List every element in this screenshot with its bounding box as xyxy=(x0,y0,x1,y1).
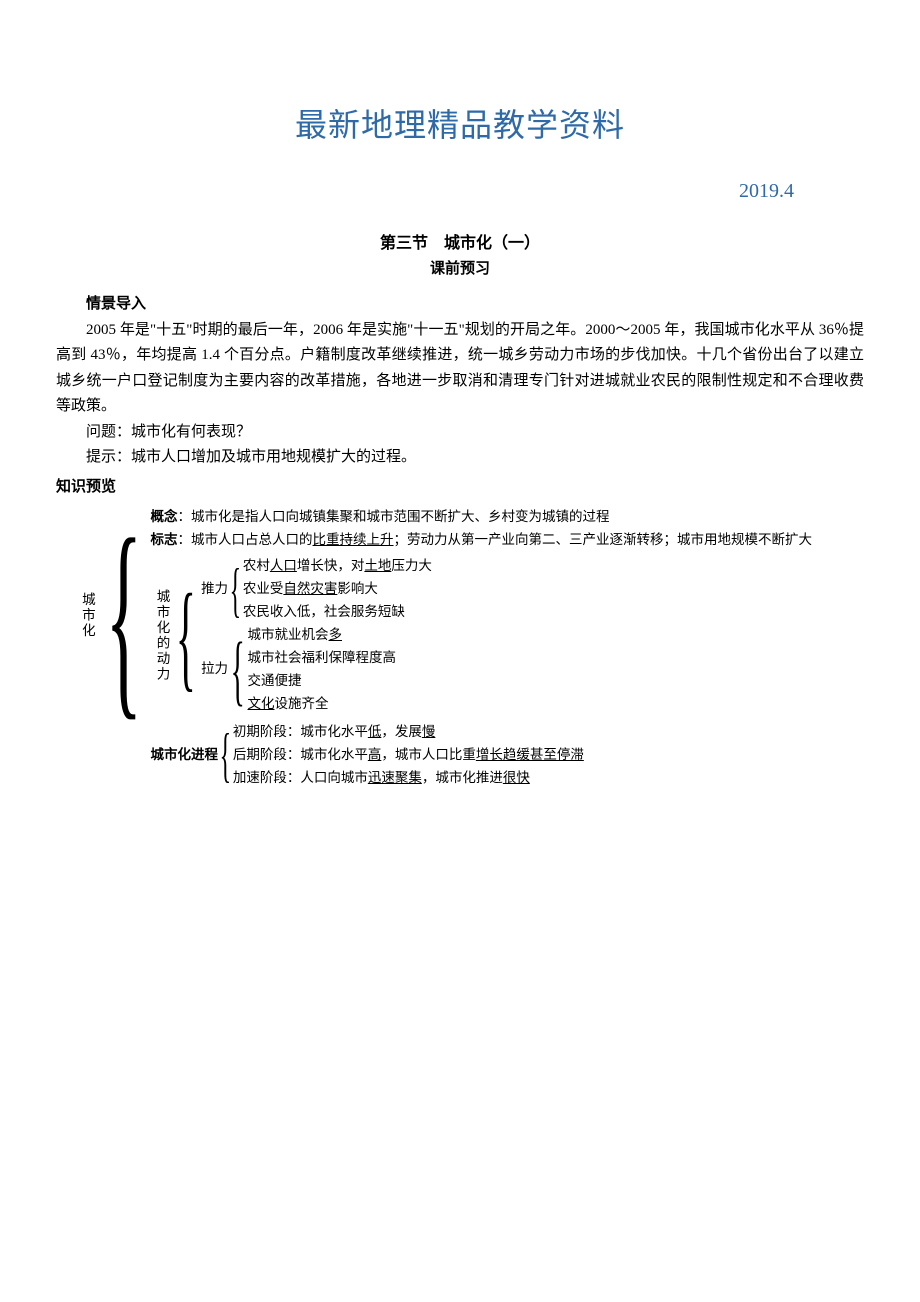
hint-line: 提示：城市人口增加及城市用地规模扩大的过程。 xyxy=(56,445,864,471)
mark-label: 标志 xyxy=(151,532,178,547)
push-item-3: 农民收入低，社会服务短缺 xyxy=(243,602,432,623)
process-item-3: 加速阶段：人口向城市迅速聚集，城市化推进很快 xyxy=(233,768,584,789)
preview-label: 知识预览 xyxy=(56,475,864,496)
process-item-1: 初期阶段：城市化水平低，发展慢 xyxy=(233,722,584,743)
push-group: 推力 { 农村人口增长快，对土地压力大 农业受自然灾害影响大 农民收入低，社会服… xyxy=(201,555,432,624)
concept-text: ：城市化是指人口向城镇集聚和城市范围不断扩大、乡村变为城镇的过程 xyxy=(178,509,610,524)
concept-label: 概念 xyxy=(151,509,178,524)
push-item-1: 农村人口增长快，对土地压力大 xyxy=(243,556,432,577)
pull-label: 拉力 xyxy=(201,659,228,680)
brace-icon: { xyxy=(220,725,232,785)
process-item-2: 后期阶段：城市化水平高，城市人口比重增长趋缓甚至停滞 xyxy=(233,745,584,766)
pull-item-2: 城市社会福利保障程度高 xyxy=(248,648,397,669)
section-title: 第三节 城市化（一） xyxy=(56,229,864,253)
forces-label: 城市化的动力 xyxy=(151,589,172,682)
push-item-2: 农业受自然灾害影响大 xyxy=(243,579,432,600)
forces-block: 城市化的动力 { 推力 { 农村人口增长快，对土地压力大 农业受自然灾害影响大 … xyxy=(151,555,813,715)
brace-icon: { xyxy=(231,631,245,709)
main-title: 最新地理精品教学资料 xyxy=(56,100,864,146)
pull-item-1: 城市就业机会多 xyxy=(248,625,397,646)
mark-line: 标志：城市人口占总人口的比重持续上升；劳动力从第一产业向第二、三产业逐渐转移；城… xyxy=(151,530,813,551)
date-label: 2019.4 xyxy=(56,180,864,203)
brace-icon: { xyxy=(176,576,196,696)
concept-diagram: 城市化 { 概念：城市化是指人口向城镇集聚和城市范围不断扩大、乡村变为城镇的过程… xyxy=(56,506,864,790)
process-block: 城市化进程 { 初期阶段：城市化水平低，发展慢 后期阶段：城市化水平高，城市人口… xyxy=(151,721,813,790)
brace-icon: { xyxy=(105,506,142,726)
push-label: 推力 xyxy=(201,579,228,600)
brace-icon: { xyxy=(230,560,242,620)
intro-paragraph: 2005 年是"十五"时期的最后一年，2006 年是实施"十一五"规划的开局之年… xyxy=(56,318,864,420)
pull-group: 拉力 { 城市就业机会多 城市社会福利保障程度高 交通便捷 文化设施齐全 xyxy=(201,624,432,716)
document-page: 最新地理精品教学资料 2019.4 第三节 城市化（一） 课前预习 情景导入 2… xyxy=(0,0,920,850)
question-line: 问题：城市化有何表现？ xyxy=(56,420,864,446)
root-label: 城市化 xyxy=(76,592,97,639)
scenario-label: 情景导入 xyxy=(56,292,864,318)
pull-item-4: 文化设施齐全 xyxy=(248,694,397,715)
concept-line: 概念：城市化是指人口向城镇集聚和城市范围不断扩大、乡村变为城镇的过程 xyxy=(151,507,813,528)
pull-item-3: 交通便捷 xyxy=(248,671,397,692)
sub-title: 课前预习 xyxy=(56,257,864,278)
root-node: 城市化 { xyxy=(76,506,151,726)
process-label: 城市化进程 xyxy=(151,745,219,766)
